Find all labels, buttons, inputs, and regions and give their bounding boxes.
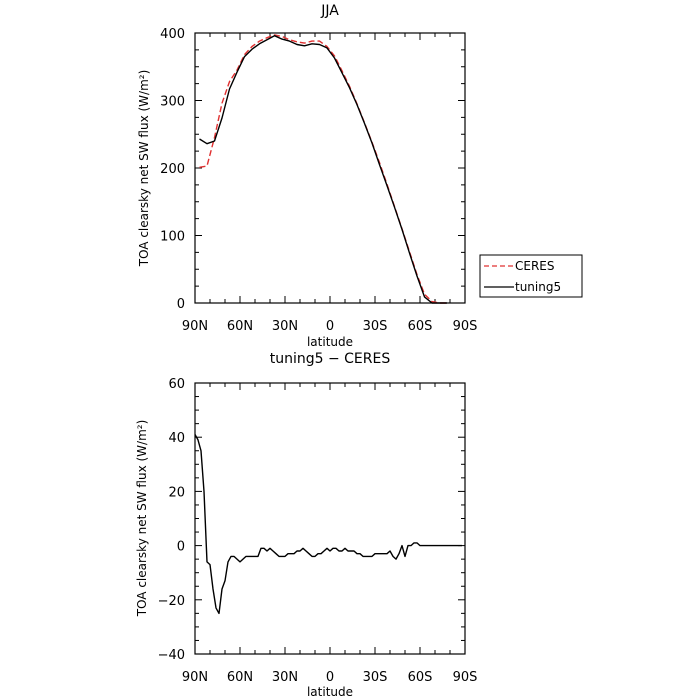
- bottom-ytick-label: 20: [168, 485, 185, 500]
- top-ylabel: TOA clearsky net SW flux (W/m²): [137, 70, 151, 268]
- bottom-panel: tuning5 − CERES 90N 60N 30N 0 30S 60S 90S −40 −2…: [135, 351, 477, 699]
- bottom-series-line-difference: [194, 434, 462, 615]
- top-xtick-label: 0: [326, 319, 334, 334]
- top-chart-title: JJA: [320, 3, 339, 19]
- bottom-xtick-label: 90N: [182, 670, 208, 685]
- bottom-ytick-label: 40: [168, 431, 185, 446]
- bottom-xtick-label: 0: [326, 670, 334, 685]
- top-xtick-label: 30N: [272, 319, 298, 334]
- top-ytick-label: 0: [177, 297, 185, 312]
- top-xtick-label: 30S: [363, 319, 388, 334]
- legend-label-ceres: CERES: [515, 259, 555, 273]
- top-xlabel: latitude: [307, 335, 353, 349]
- top-ytick-label: 300: [160, 95, 185, 110]
- bottom-ytick-label: 0: [177, 540, 185, 555]
- bottom-ylabel: TOA clearsky net SW flux (W/m²): [135, 420, 149, 618]
- bottom-xlabel: latitude: [307, 685, 353, 699]
- legend: CERES tuning5: [479, 254, 583, 298]
- top-plot-frame: [194, 32, 466, 304]
- bottom-ytick-label: −40: [158, 648, 185, 663]
- top-xtick-label: 60S: [408, 319, 433, 334]
- top-series-line-ceres: [199, 34, 447, 304]
- bottom-plot-frame: [194, 382, 466, 655]
- bottom-xtick-label: 60S: [408, 670, 433, 685]
- legend-box: [479, 254, 583, 298]
- legend-label-tuning5: tuning5: [515, 280, 561, 294]
- top-ytick-label: 100: [160, 230, 185, 245]
- bottom-ytick-label: 60: [168, 377, 185, 392]
- top-series-line-tuning5: [199, 35, 447, 304]
- bottom-xtick-label: 30N: [272, 670, 298, 685]
- top-ytick-label: 400: [160, 27, 185, 42]
- bottom-xtick-label: 60N: [227, 670, 253, 685]
- top-panel: JJA 90N 60N 30N 0 30S 60S 90S 0 100 200 300 400 lat…: [137, 3, 583, 349]
- bottom-ytick-label: −20: [158, 594, 185, 609]
- bottom-xtick-label: 90S: [453, 670, 478, 685]
- top-xtick-label: 90S: [453, 319, 478, 334]
- top-xtick-label: 90N: [182, 319, 208, 334]
- bottom-chart-title: tuning5 − CERES: [270, 351, 391, 367]
- top-xtick-label: 60N: [227, 319, 253, 334]
- top-ytick-label: 200: [160, 162, 185, 177]
- bottom-xtick-label: 30S: [363, 670, 388, 685]
